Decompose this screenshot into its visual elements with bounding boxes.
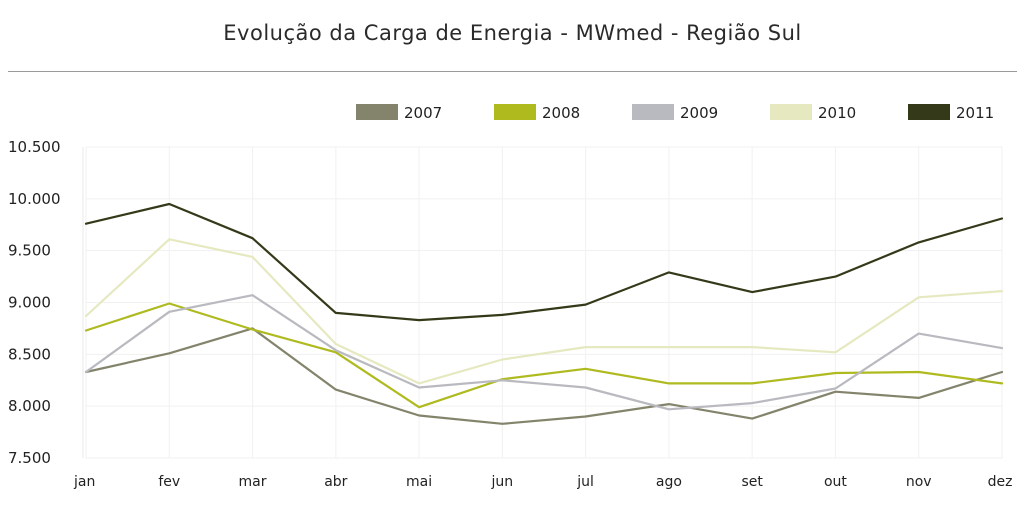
x-tick-label: jun	[491, 474, 514, 490]
grid-lines	[85, 146, 1003, 459]
x-tick-label: dez	[988, 474, 1013, 490]
series-line-2007	[84, 327, 1004, 425]
legend-swatch-2010	[770, 104, 812, 120]
series-line-2011	[84, 202, 1004, 322]
legend-swatch-2007	[356, 104, 398, 120]
series-line-2009	[84, 294, 1004, 411]
x-tick-label: out	[824, 474, 847, 490]
legend-label-2011: 2011	[956, 104, 994, 122]
series-line-2010	[84, 238, 1004, 385]
legend-label-2009: 2009	[680, 104, 718, 122]
x-tick-label: mar	[239, 474, 267, 490]
legend-swatch-2008	[494, 104, 536, 120]
y-tick-label: 7.500	[8, 449, 51, 467]
x-tick-label: fev	[158, 474, 180, 490]
x-tick-label: mai	[406, 474, 432, 490]
x-tick-label: jul	[576, 474, 594, 490]
x-tick-label: jan	[73, 474, 95, 490]
axes: 7.500 8.000 8.500 9.000 9.500 10.000 10.500 jan…	[8, 138, 1012, 490]
x-tick-label: set	[741, 474, 763, 490]
legend-label-2010: 2010	[818, 104, 856, 122]
x-tick-label: ago	[656, 474, 682, 490]
legend: 2007 2008 2009 2010 2011	[356, 104, 994, 122]
y-tick-label: 10.000	[8, 190, 61, 208]
legend-label-2008: 2008	[542, 104, 580, 122]
y-tick-label: 9.500	[8, 242, 51, 260]
x-tick-label: nov	[906, 474, 932, 490]
y-tick-label: 9.000	[8, 294, 51, 312]
y-tick-label: 10.500	[8, 138, 61, 156]
x-tick-label: abr	[324, 474, 347, 490]
y-tick-label: 8.000	[8, 397, 51, 415]
legend-label-2007: 2007	[404, 104, 442, 122]
legend-swatch-2011	[908, 104, 950, 120]
series-lines	[84, 202, 1004, 425]
title-divider	[8, 71, 1017, 72]
legend-swatch-2009	[632, 104, 674, 120]
series-line-2008	[84, 302, 1004, 409]
chart-title: Evolução da Carga de Energia - MWmed - R…	[223, 21, 802, 45]
y-tick-label: 8.500	[8, 345, 51, 363]
